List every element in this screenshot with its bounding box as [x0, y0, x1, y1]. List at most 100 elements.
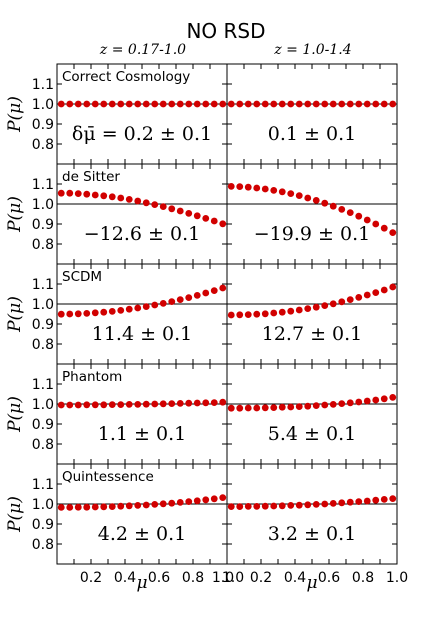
data-point	[176, 499, 184, 506]
panel-0-0: 0.8 0.9 1.0 1.1 δμ̄ = 0.2 ± 0.1 Correct Cosmo…	[32, 63, 228, 165]
data-point	[380, 100, 388, 108]
x-tick-label: 1.0	[386, 570, 408, 586]
y-tick-label: 1.0	[32, 97, 54, 113]
fit-annotation: 1.1 ± 0.1	[98, 423, 186, 445]
data-point	[363, 216, 371, 224]
data-point	[312, 402, 320, 409]
data-point	[193, 292, 201, 299]
data-point	[227, 404, 235, 412]
panel-1-1: −19.9 ± 0.1	[226, 163, 398, 265]
column-title-right: z = 1.0-1.4	[273, 42, 351, 58]
data-point	[270, 309, 278, 317]
y-tick-label: 1.0	[32, 297, 54, 313]
data-point	[100, 192, 108, 200]
x-tick-label: 1.0	[212, 570, 234, 586]
fit-annotation: 3.2 ± 0.1	[268, 523, 356, 545]
data-point	[193, 100, 201, 108]
data-point	[100, 401, 108, 409]
data-point	[142, 303, 150, 310]
data-point	[117, 307, 125, 314]
x-tick-label: 0.2	[80, 570, 102, 586]
data-point	[108, 401, 116, 408]
data-point	[380, 286, 388, 294]
fit-annotation: −19.9 ± 0.1	[254, 223, 370, 245]
data-point	[91, 191, 99, 199]
data-point	[338, 100, 346, 108]
fit-annotation: 11.4 ± 0.1	[92, 323, 193, 345]
data-point	[329, 401, 337, 408]
data-point	[321, 100, 329, 108]
data-point	[193, 399, 201, 407]
row-label: SCDM	[62, 269, 102, 285]
x-tick-label: 0.6	[318, 570, 340, 586]
y-axis-label: P(μ)	[5, 396, 25, 433]
data-point	[244, 100, 252, 108]
y-tick-label: 0.9	[32, 117, 54, 133]
y-tick-label: 1.1	[32, 477, 54, 493]
data-point	[304, 100, 312, 108]
data-point	[236, 311, 244, 319]
data-point	[57, 504, 65, 511]
data-point	[219, 100, 227, 108]
data-point	[287, 190, 295, 198]
data-point	[329, 500, 337, 507]
y-tick-label: 1.1	[32, 277, 54, 293]
data-point	[83, 503, 91, 511]
data-point	[389, 283, 397, 291]
data-point	[278, 502, 286, 510]
data-point	[125, 502, 133, 510]
data-point	[66, 189, 74, 197]
data-point	[66, 504, 74, 511]
y-tick-label: 1.1	[32, 77, 54, 93]
data-point	[304, 194, 312, 202]
y-tick-label: 1.1	[32, 377, 54, 393]
data-point	[91, 401, 99, 409]
data-point	[278, 188, 286, 196]
data-point	[74, 503, 82, 511]
data-point	[117, 100, 125, 108]
data-point	[312, 100, 320, 108]
data-point	[312, 197, 320, 204]
fit-annotation: δμ̄ = 0.2 ± 0.1	[72, 123, 212, 145]
data-point	[270, 187, 278, 194]
data-point	[74, 401, 82, 409]
data-point	[380, 395, 388, 403]
data-point	[355, 294, 363, 301]
data-point	[134, 304, 142, 312]
data-point	[304, 305, 312, 312]
data-point	[108, 308, 116, 315]
data-point	[236, 503, 244, 510]
panel-frame	[226, 63, 398, 165]
data-point	[236, 100, 244, 108]
data-point	[355, 100, 363, 108]
data-point	[185, 399, 193, 407]
data-point	[66, 401, 74, 409]
data-point	[372, 220, 380, 228]
data-point	[227, 311, 235, 319]
data-point	[83, 310, 91, 317]
panel-2-0: 0.8 0.9 1.0 1.1 11.4 ± 0.1 SCDM	[32, 263, 228, 365]
y-tick-label: 0.8	[32, 237, 54, 253]
panel-2-1: 12.7 ± 0.1	[226, 263, 398, 365]
data-point	[125, 196, 133, 203]
data-point	[253, 184, 261, 192]
data-point	[125, 305, 133, 313]
data-point	[202, 100, 210, 108]
data-point	[278, 308, 286, 316]
data-point	[389, 100, 397, 108]
data-point	[159, 300, 167, 307]
row-label: Correct Cosmology	[62, 69, 190, 85]
y-tick-label: 1.1	[32, 177, 54, 193]
data-point	[253, 404, 261, 412]
data-point	[151, 100, 159, 108]
data-point	[346, 399, 354, 407]
data-point	[66, 310, 74, 318]
x-axis-label-left: μ	[136, 573, 147, 593]
y-tick-label: 0.9	[32, 317, 54, 333]
data-point	[295, 192, 303, 200]
y-tick-label: 0.9	[32, 517, 54, 533]
data-point	[168, 205, 176, 213]
data-point	[210, 287, 218, 294]
data-point	[125, 401, 133, 408]
data-point	[168, 100, 176, 108]
